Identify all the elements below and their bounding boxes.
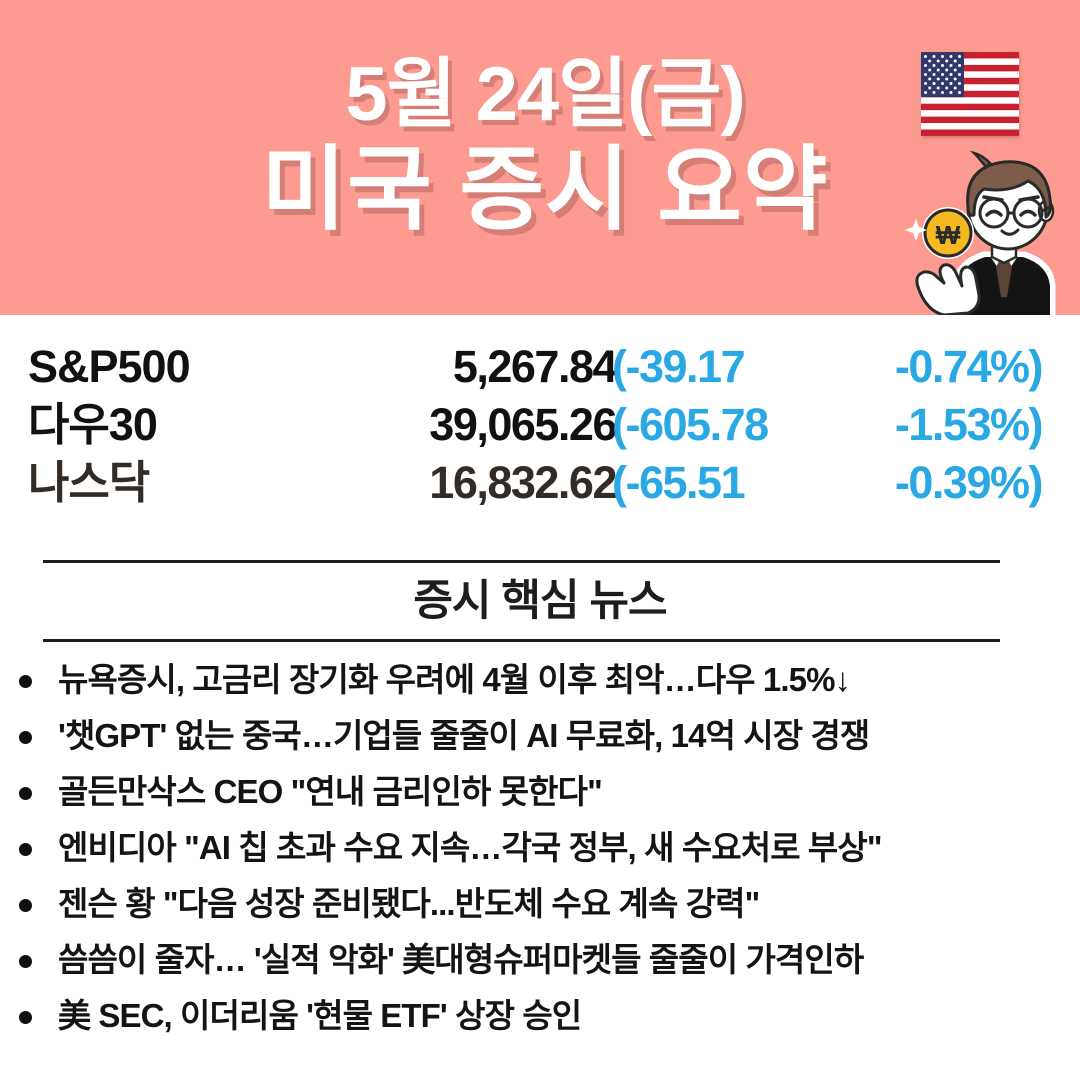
table-row: 나스닥 16,832.62 ( -65.51 -0.39% ): [0, 454, 1080, 512]
coin-symbol: ₩: [936, 220, 961, 250]
index-summary-table: S&P500 5,267.84 ( -39.17 -0.74% ) 다우30 3…: [0, 338, 1080, 512]
bullet-icon: [19, 787, 32, 800]
list-item[interactable]: 美 SEC, 이더리움 '현물 ETF' 상장 승인: [0, 988, 1080, 1044]
bullet-icon: [19, 899, 32, 912]
index-price-sp500: 5,267.84: [452, 341, 618, 392]
list-item[interactable]: 엔비디아 "AI 칩 초과 수요 지속…각국 정부, 새 수요처로 부상": [0, 820, 1080, 876]
bullet-icon: [19, 731, 32, 744]
close-paren: ): [1028, 341, 1044, 392]
news-section-title: 증시 핵심 뉴스: [413, 577, 667, 625]
news-list: 뉴욕증시, 고금리 장기화 우려에 4월 이후 최악…다우 1.5%↓ '챗GP…: [0, 652, 1080, 1044]
table-row: 다우30 39,065.26 ( -605.78 -1.53% ): [0, 396, 1080, 454]
close-paren: ): [1028, 457, 1044, 508]
index-change-nasdaq: ( -65.51 -0.39% ): [612, 454, 1044, 512]
index-name-sp500: S&P500: [28, 341, 191, 392]
news-headline: 美 SEC, 이더리움 '현물 ETF' 상장 승인: [58, 997, 582, 1034]
table-row: S&P500 5,267.84 ( -39.17 -0.74% ): [0, 338, 1080, 396]
page-title-main: 미국 증시 요약: [261, 139, 829, 241]
news-headline: 씀씀이 줄자… '실적 악화' 美대형슈퍼마켓들 줄줄이 가격인하: [58, 941, 864, 978]
list-item[interactable]: '챗GPT' 없는 중국…기업들 줄줄이 AI 무료화, 14억 시장 경쟁: [0, 708, 1080, 764]
list-item[interactable]: 젠슨 황 "다음 성장 준비됐다...반도체 수요 계속 강력": [0, 876, 1080, 932]
page-title-date: 5월 24일(금): [345, 52, 745, 137]
index-change-pct-dow30: -1.53%: [894, 399, 1030, 450]
news-headline: 젠슨 황 "다음 성장 준비됐다...반도체 수요 계속 강력": [58, 885, 760, 922]
index-change-abs-sp500: -39.17: [625, 341, 746, 392]
divider-bottom: [43, 639, 1000, 642]
news-headline: 골든만삭스 CEO "연내 금리인하 못한다": [58, 773, 603, 810]
bullet-icon: [19, 843, 32, 856]
index-change-pct-sp500: -0.74%: [894, 341, 1030, 392]
index-name-dow30: 다우30: [28, 399, 158, 450]
index-name-nasdaq: 나스닥: [28, 457, 150, 508]
bullet-icon: [19, 955, 32, 968]
index-price-nasdaq: 16,832.62: [429, 457, 617, 508]
us-flag-icon: [921, 52, 1019, 136]
news-headline: 뉴욕증시, 고금리 장기화 우려에 4월 이후 최악…다우 1.5%↓: [58, 661, 851, 698]
open-paren: (: [612, 457, 627, 508]
open-paren: (: [612, 341, 627, 392]
news-headline: '챗GPT' 없는 중국…기업들 줄줄이 AI 무료화, 14억 시장 경쟁: [58, 717, 870, 754]
index-change-sp500: ( -39.17 -0.74% ): [612, 338, 1044, 396]
list-item[interactable]: 뉴욕증시, 고금리 장기화 우려에 4월 이후 최악…다우 1.5%↓: [0, 652, 1080, 708]
index-price-dow30: 39,065.26: [429, 399, 617, 450]
divider-top: [43, 560, 1000, 563]
list-item[interactable]: 씀씀이 줄자… '실적 악화' 美대형슈퍼마켓들 줄줄이 가격인하: [0, 932, 1080, 988]
close-paren: ): [1028, 399, 1044, 450]
index-change-abs-dow30: -605.78: [625, 399, 770, 450]
news-headline: 엔비디아 "AI 칩 초과 수요 지속…각국 정부, 새 수요처로 부상": [58, 829, 883, 866]
businessman-with-coin-icon: ₩: [905, 150, 1056, 315]
list-item[interactable]: 골든만삭스 CEO "연내 금리인하 못한다": [0, 764, 1080, 820]
index-change-pct-nasdaq: -0.39%: [894, 457, 1030, 508]
open-paren: (: [612, 399, 627, 450]
bullet-icon: [19, 1011, 32, 1024]
header-banner: 5월 24일(금) 미국 증시 요약: [0, 0, 1080, 315]
bullet-icon: [19, 675, 32, 688]
index-change-dow30: ( -605.78 -1.53% ): [612, 396, 1044, 454]
header-title-block: 5월 24일(금) 미국 증시 요약: [0, 52, 1080, 242]
index-change-abs-nasdaq: -65.51: [625, 457, 746, 508]
